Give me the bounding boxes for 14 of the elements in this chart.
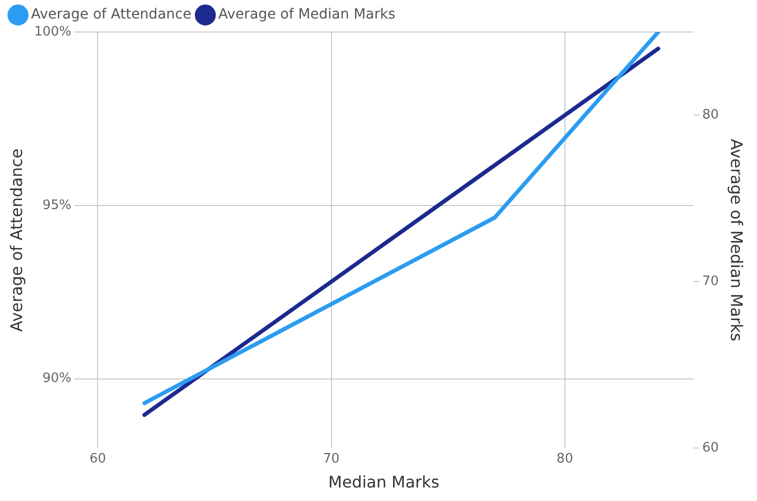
y-axis-title: Average of Attendance <box>6 148 26 332</box>
x-axis-title: Median Marks <box>328 472 440 492</box>
legend-label: Average of Attendance <box>31 6 192 23</box>
y2-axis-title: Average of Median Marks <box>727 138 746 342</box>
x-tick-label: 80 <box>556 451 574 466</box>
legend-label: Average of Median Marks <box>218 6 396 23</box>
y-tick-label: 95% <box>42 198 72 213</box>
y2-tick-label: 60 <box>702 440 719 456</box>
y2-tick-label: 70 <box>702 274 719 290</box>
x-tick-label: 60 <box>89 451 106 466</box>
y2-tick-label: 80 <box>702 108 719 123</box>
y-tick-label: 90% <box>42 371 72 386</box>
y-tick-label: 100% <box>34 24 72 40</box>
x-tick-label: 70 <box>322 451 340 466</box>
